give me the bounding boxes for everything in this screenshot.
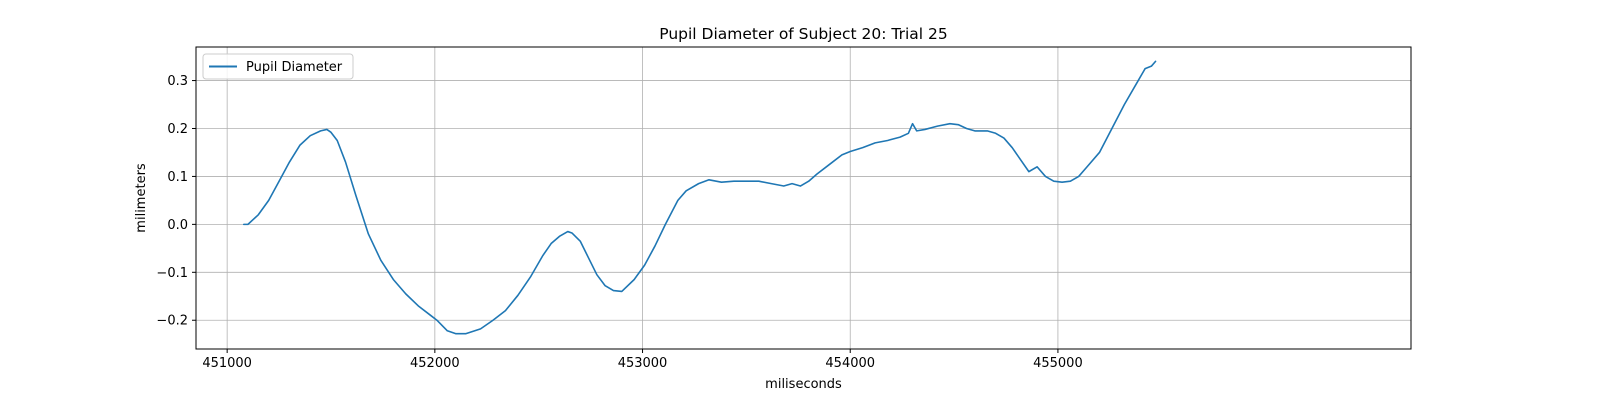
legend-label: Pupil Diameter [246, 60, 343, 75]
chart-title: Pupil Diameter of Subject 20: Trial 25 [659, 25, 948, 43]
y-tick-label: 0.1 [167, 170, 188, 185]
y-tick-label: −0.2 [156, 314, 188, 329]
x-tick-label: 451000 [202, 356, 252, 371]
y-tick-label: −0.1 [156, 266, 188, 281]
y-tick-label: 0.3 [167, 74, 188, 89]
x-tick-label: 453000 [618, 356, 668, 371]
y-tick-label: 0.2 [167, 122, 188, 137]
x-tick-label: 455000 [1033, 356, 1083, 371]
series-layer [242, 60, 1157, 335]
x-tick-label: 452000 [410, 356, 460, 371]
plot-frame [195, 46, 1412, 350]
x-axis-label: miliseconds [765, 377, 842, 392]
x-tick-label: 454000 [825, 356, 875, 371]
grid-layer [196, 47, 1411, 349]
legend: Pupil Diameter [202, 53, 354, 80]
y-axis-label: milimeters [134, 163, 149, 233]
y-tick-label: 0.0 [167, 218, 188, 233]
legend-box [202, 53, 354, 80]
tick-layer: 451000 452000 453000 454000 455000 −0.2 −0.1 0.… [156, 74, 1082, 371]
series-line-pupil-diameter [242, 60, 1157, 335]
